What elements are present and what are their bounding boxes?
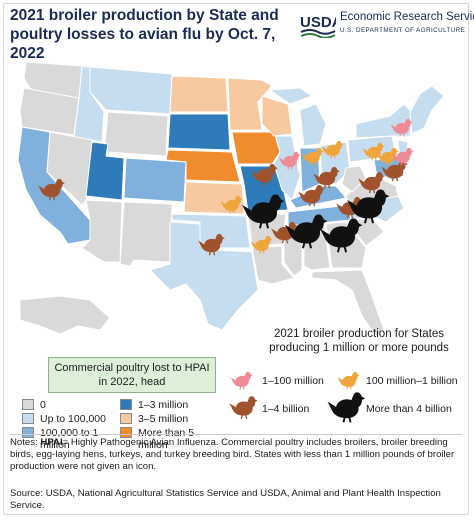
notes-label: Notes: — [10, 437, 38, 448]
legend-swatch — [22, 427, 34, 438]
chicken-pink-icon — [230, 371, 253, 390]
production-legend-label: 1–4 billion — [262, 403, 310, 415]
production-legend-label: 1–100 million — [262, 375, 324, 387]
divider — [10, 434, 462, 435]
state-north-dakota — [169, 75, 229, 113]
legend-swatch — [120, 427, 132, 438]
chicken-black-icon — [328, 392, 365, 424]
state-wyoming — [103, 111, 169, 157]
state-michigan — [299, 103, 327, 147]
production-legend-title: 2021 broiler production for States produ… — [269, 328, 449, 354]
state-west-virginia — [341, 165, 367, 193]
legend-swatch — [22, 413, 34, 424]
notes-text: = Highly Pathogenic Avian Influenza. Com… — [10, 437, 455, 473]
state-wisconsin — [261, 95, 293, 137]
source-note: Source: USDA, National Agricultural Stat… — [10, 488, 441, 512]
legend-swatch — [120, 399, 132, 410]
hpai-legend-label: 3–5 million — [138, 413, 189, 425]
agency-department: U.S. DEPARTMENT OF AGRICULTURE — [340, 27, 466, 34]
hpai-legend-label: More than 5 million — [138, 427, 195, 451]
state-utah — [85, 141, 125, 201]
hpai-legend: Commercial poultry lost to HPAI in 2022,… — [10, 355, 216, 481]
hpai-legend-label: Up to 100,000 — [40, 413, 106, 425]
state-nebraska — [165, 149, 241, 183]
state-minnesota — [227, 77, 273, 131]
agency-name: Economic Research Service — [340, 11, 474, 23]
state-iowa — [231, 131, 281, 165]
state-montana — [89, 66, 173, 115]
usda-ers-logo: USDA Economic Research Service U.S. DEPA… — [300, 10, 474, 40]
state-colorado — [123, 157, 187, 203]
state-nevada — [46, 131, 93, 206]
hpai-legend-title: Commercial poultry lost to HPAI in 2022,… — [48, 357, 216, 393]
legend-swatch — [22, 399, 34, 410]
state-new-mexico — [119, 201, 173, 267]
state-florida — [311, 269, 385, 337]
chicken-orange-icon — [337, 371, 360, 390]
figure-frame — [3, 3, 469, 515]
state-arizona — [81, 199, 123, 263]
production-legend-label: More than 4 billion — [366, 403, 452, 415]
hpai-legend-label: 100,000 to 1 million — [40, 427, 99, 451]
state-alaska — [19, 295, 111, 335]
state-oregon — [19, 87, 80, 136]
state-new-england — [409, 85, 445, 135]
production-legend-label: 100 million–1 billion — [366, 375, 458, 387]
notes-hpai-label: HPAI — [40, 437, 63, 448]
legend-swatch — [120, 413, 132, 424]
state-michigan-up — [268, 87, 314, 105]
usda-logo-text: USDA — [300, 14, 336, 31]
state-louisiana — [251, 245, 295, 285]
figure-title: 2021 broiler production by State and pou… — [10, 7, 279, 62]
usda-logo-icon: USDA — [300, 14, 336, 38]
notes: Notes: HPAI= Highly Pathogenic Avian Inf… — [10, 437, 462, 474]
state-illinois — [273, 135, 301, 201]
hpai-legend-label: 0 — [40, 399, 46, 411]
state-south-dakota — [167, 113, 231, 151]
hpai-legend-label: 1–3 million — [138, 399, 189, 411]
chicken-brown-icon — [229, 396, 258, 420]
